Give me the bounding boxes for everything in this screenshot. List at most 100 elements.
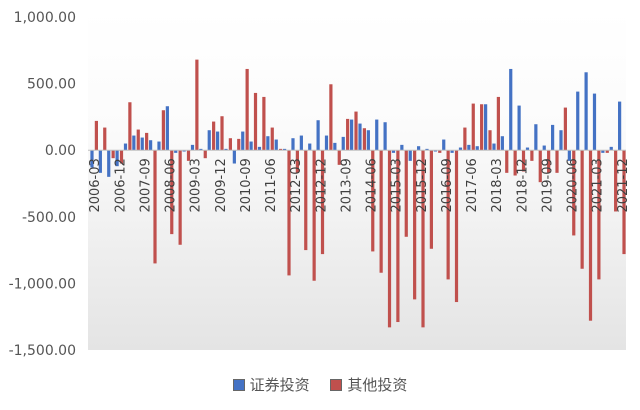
bar-series-0 xyxy=(274,139,278,151)
bar-series-1 xyxy=(488,130,492,151)
bar-series-1 xyxy=(480,104,484,151)
y-tick-label: 500.00 xyxy=(27,77,76,93)
bar-series-1 xyxy=(94,120,98,151)
bar-series-1 xyxy=(153,150,157,264)
bar-series-0 xyxy=(618,101,622,151)
bar-series-0 xyxy=(609,146,613,151)
bar-series-1 xyxy=(530,150,534,161)
bar-series-0 xyxy=(559,130,563,151)
bar-series-0 xyxy=(417,146,421,151)
bar-series-1 xyxy=(337,150,341,165)
bar-series-0 xyxy=(358,123,362,151)
bar-series-0 xyxy=(90,150,94,168)
bar-series-0 xyxy=(551,124,555,151)
bar-series-1 xyxy=(429,150,433,249)
bar-series-0 xyxy=(257,146,262,151)
bar-series-0 xyxy=(450,150,454,153)
bar-series-1 xyxy=(228,138,232,151)
bar-series-0 xyxy=(199,148,203,151)
bar-series-1 xyxy=(547,150,551,173)
bar-series-0 xyxy=(241,131,245,151)
x-tick-label: 2017-06 xyxy=(465,158,480,212)
bar-series-0 xyxy=(525,147,530,151)
bar-series-0 xyxy=(149,140,153,151)
bar-series-0 xyxy=(400,144,404,151)
bar-series-1 xyxy=(237,138,241,151)
bar-series-0 xyxy=(207,130,211,151)
bar-series-1 xyxy=(597,150,601,280)
bar-series-0 xyxy=(341,136,345,151)
bar-series-0 xyxy=(475,146,479,151)
bar-series-0 xyxy=(408,150,412,161)
y-tick-label: -500.00 xyxy=(22,210,76,226)
bar-series-0 xyxy=(107,150,111,177)
x-tick-label: 2019-09 xyxy=(540,158,555,212)
x-tick-label: 2020-06 xyxy=(566,158,581,212)
y-tick-label: 0.00 xyxy=(45,143,76,159)
bar-series-0 xyxy=(542,145,546,151)
bar-series-0 xyxy=(433,150,437,152)
bar-series-0 xyxy=(316,120,320,151)
bar-series-1 xyxy=(186,150,191,161)
y-tick-label: -1,000.00 xyxy=(9,276,76,292)
legend-item-series-0: 证券投资 xyxy=(232,374,310,395)
bar-series-1 xyxy=(538,150,542,183)
bar-series-0 xyxy=(567,150,571,161)
bar-series-1 xyxy=(220,116,224,151)
x-tick-label: 2006-03 xyxy=(88,158,103,212)
bar-series-1 xyxy=(279,148,283,151)
x-tick-label: 2009-03 xyxy=(189,158,204,212)
bar-series-1 xyxy=(145,132,149,151)
bar-series-1 xyxy=(287,150,291,276)
bar-series-0 xyxy=(484,104,488,151)
bar-series-0 xyxy=(333,142,337,151)
bar-series-0 xyxy=(576,91,580,151)
x-tick-label: 2015-12 xyxy=(415,158,430,212)
bar-series-1 xyxy=(521,150,526,172)
bar-series-0 xyxy=(190,144,195,151)
x-axis: 2006-03 2006-12 2007-09 2008-06 2009-03 2009-… xyxy=(88,158,631,212)
bar-series-1 xyxy=(320,150,325,255)
bar-series-0 xyxy=(500,136,504,151)
bar-series-1 xyxy=(270,127,274,151)
x-tick-label: 2015-03 xyxy=(390,158,405,212)
x-tick-label: 2006-12 xyxy=(113,158,128,212)
bar-series-0 xyxy=(299,135,303,151)
bar-series-1 xyxy=(329,84,333,151)
bar-series-1 xyxy=(614,150,618,212)
x-tick-label: 2007-09 xyxy=(138,158,153,212)
bar-series-0 xyxy=(375,119,379,151)
bar-series-1 xyxy=(119,150,124,164)
bar-series-1 xyxy=(170,150,174,235)
bar-series-1 xyxy=(195,59,199,151)
bar-series-1 xyxy=(463,127,467,151)
bar-series-0 xyxy=(123,143,128,151)
bar-series-0 xyxy=(534,124,538,151)
bar-series-1 xyxy=(136,129,140,151)
bar-series-1 xyxy=(295,150,299,173)
bar-series-1 xyxy=(513,150,517,176)
bar-series-1 xyxy=(362,128,366,151)
x-tick-label: 2011-06 xyxy=(264,158,279,212)
bar-series-1 xyxy=(245,68,249,151)
bar-series-1 xyxy=(413,150,417,300)
legend-swatch-red xyxy=(330,379,343,391)
bar-series-0 xyxy=(601,150,605,153)
bar-series-0 xyxy=(308,143,312,151)
bar-series-1 xyxy=(404,150,408,237)
bar-series-1 xyxy=(496,96,500,151)
x-tick-label: 2018-03 xyxy=(490,158,505,212)
bar-series-0 xyxy=(509,68,513,151)
legend-item-series-1: 其他投资 xyxy=(330,374,407,395)
bar-series-0 xyxy=(165,106,169,151)
bar-series-0 xyxy=(157,141,161,151)
bar-series-1 xyxy=(421,150,425,328)
bar-series-0 xyxy=(467,144,471,151)
y-axis: 1,000.00 500.00 0.00 -500.00 -1,000.00 -1,500… xyxy=(9,10,76,359)
bar-series-1 xyxy=(387,150,392,328)
bar-series-1 xyxy=(454,150,459,303)
x-tick-label: 2021-12 xyxy=(616,158,631,212)
bar-series-0 xyxy=(584,72,588,151)
legend-swatch-blue xyxy=(232,379,245,391)
bar-series-1 xyxy=(161,110,165,151)
